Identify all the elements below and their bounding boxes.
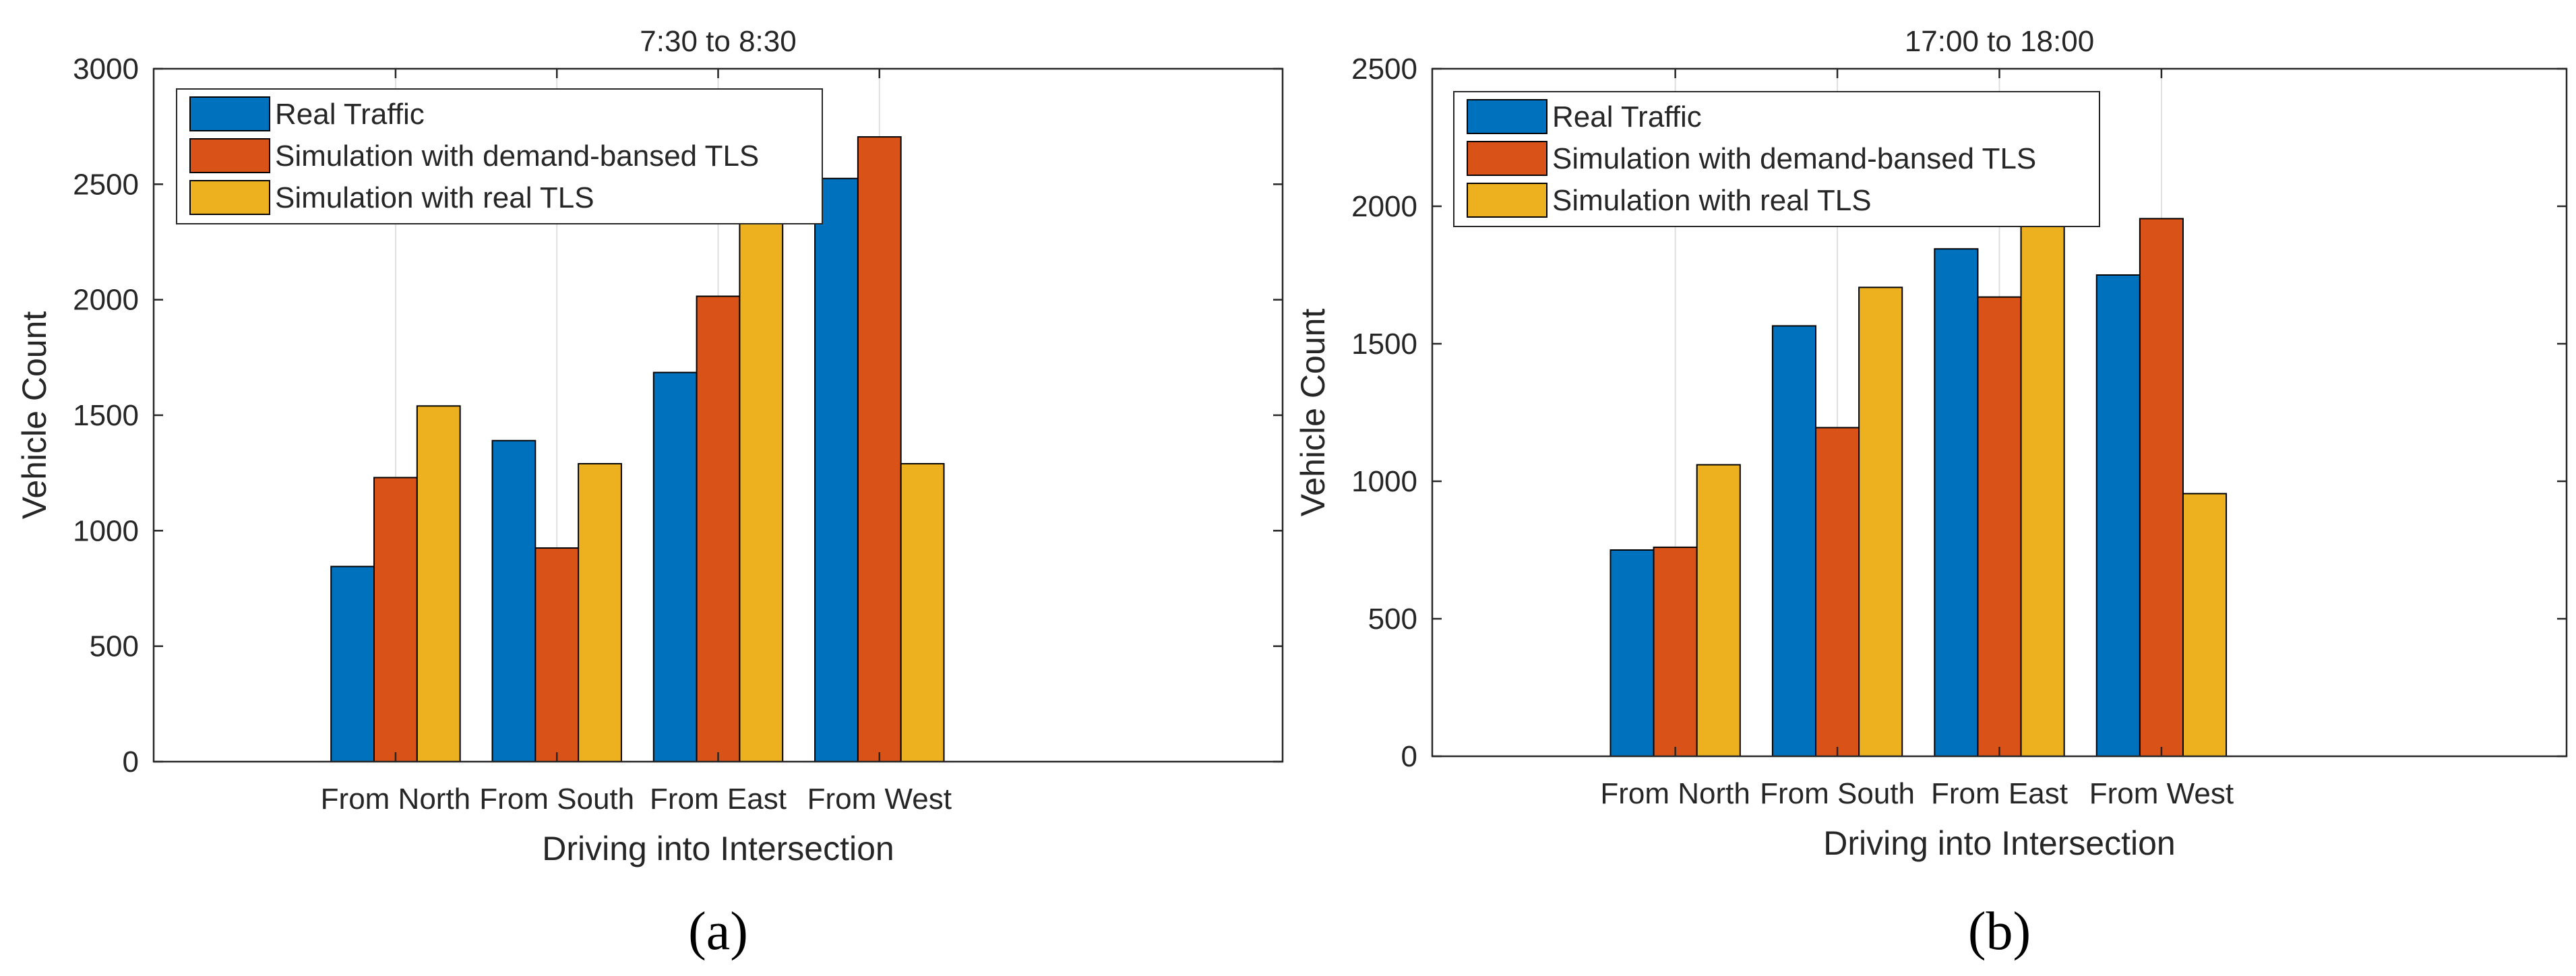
x-axis-ticks: From North From South From East From West — [1600, 69, 2234, 810]
legend-swatch — [189, 96, 270, 131]
legend-swatch — [1467, 99, 1547, 134]
y-axis-label: Vehicle Count — [16, 311, 53, 520]
x-tick-label: From North — [321, 783, 470, 816]
bar — [1815, 427, 1860, 757]
bar — [578, 462, 622, 763]
bar — [900, 462, 945, 763]
bars-group — [1609, 173, 2228, 758]
y-tick-label: 1500 — [1351, 328, 1417, 361]
x-tick-label: From East — [1931, 777, 2068, 810]
legend-label: Simulation with demand-bansed TLS — [1552, 142, 2036, 175]
bar — [2020, 173, 2065, 758]
x-tick-label: From South — [1760, 777, 1915, 810]
y-tick-label: 1000 — [73, 514, 139, 547]
chart-title: 17:00 to 18:00 — [1905, 25, 2094, 58]
legend-swatch — [1467, 141, 1547, 176]
y-axis-ticks: 0 500 1000 1500 2000 2500 — [1351, 53, 2567, 773]
y-tick-label: 0 — [123, 745, 139, 779]
bar — [1696, 464, 1741, 758]
y-tick-label: 2500 — [1351, 53, 1417, 86]
bar — [1653, 546, 1698, 757]
legend-swatch — [189, 180, 270, 215]
bar — [1977, 296, 2022, 757]
x-axis-label: Driving into Intersection — [542, 830, 894, 867]
chart-panel-b: 0 500 1000 1500 2000 2500 From North From Sout… — [1294, 25, 2568, 961]
panel-caption: (a) — [688, 902, 748, 961]
legend-label: Real Traffic — [1552, 100, 1702, 133]
bar — [373, 477, 418, 763]
bar — [1934, 248, 1979, 757]
chart-title: 7:30 to 8:30 — [640, 25, 796, 58]
y-tick-label: 1500 — [73, 399, 139, 432]
bars-group — [330, 136, 945, 763]
bar — [2182, 493, 2228, 757]
bar — [652, 371, 698, 762]
bar — [534, 547, 580, 762]
legend-label: Real Traffic — [275, 98, 425, 131]
x-axis-label: Driving into Intersection — [1823, 824, 2175, 862]
legend: Real Traffic Simulation with demand-banse… — [176, 88, 823, 224]
bar — [696, 295, 741, 762]
bar — [1609, 549, 1655, 757]
bar — [1771, 325, 1817, 758]
bar — [491, 439, 536, 763]
bar — [330, 566, 375, 762]
x-tick-label: From North — [1600, 777, 1750, 810]
y-tick-label: 500 — [1368, 603, 1417, 636]
bar — [1858, 286, 1903, 757]
legend-label: Simulation with demand-bansed TLS — [275, 140, 759, 173]
legend-box — [176, 88, 823, 224]
legend-label: Simulation with real TLS — [275, 181, 594, 214]
bar — [2095, 274, 2141, 757]
y-tick-label: 2500 — [73, 168, 139, 201]
y-tick-label: 0 — [1401, 740, 1417, 773]
bar — [2139, 218, 2184, 757]
y-tick-label: 2000 — [73, 284, 139, 317]
legend-swatch — [1467, 183, 1547, 218]
y-axis-label: Vehicle Count — [1294, 309, 1332, 517]
y-tick-label: 3000 — [73, 53, 139, 86]
panel-caption: (b) — [1968, 902, 2031, 961]
bar — [416, 405, 461, 762]
legend-swatch — [189, 138, 270, 173]
y-axis-ticks: 0 500 1000 1500 2000 2500 3000 — [73, 53, 1283, 779]
bar — [814, 177, 859, 762]
bar — [857, 136, 902, 762]
x-tick-label: From West — [2089, 777, 2234, 810]
x-tick-label: From West — [807, 783, 952, 816]
x-axis-ticks: From North From South From East From West — [321, 69, 952, 816]
y-tick-label: 1000 — [1351, 465, 1417, 498]
x-tick-label: From South — [479, 783, 634, 816]
legend: Real Traffic Simulation with demand-banse… — [1453, 91, 2100, 227]
legend-box — [1453, 91, 2100, 227]
bar — [739, 171, 784, 762]
legend-label: Simulation with real TLS — [1552, 184, 1872, 217]
y-tick-label: 500 — [90, 630, 139, 663]
y-tick-label: 2000 — [1351, 190, 1417, 223]
x-tick-label: From East — [650, 783, 787, 816]
